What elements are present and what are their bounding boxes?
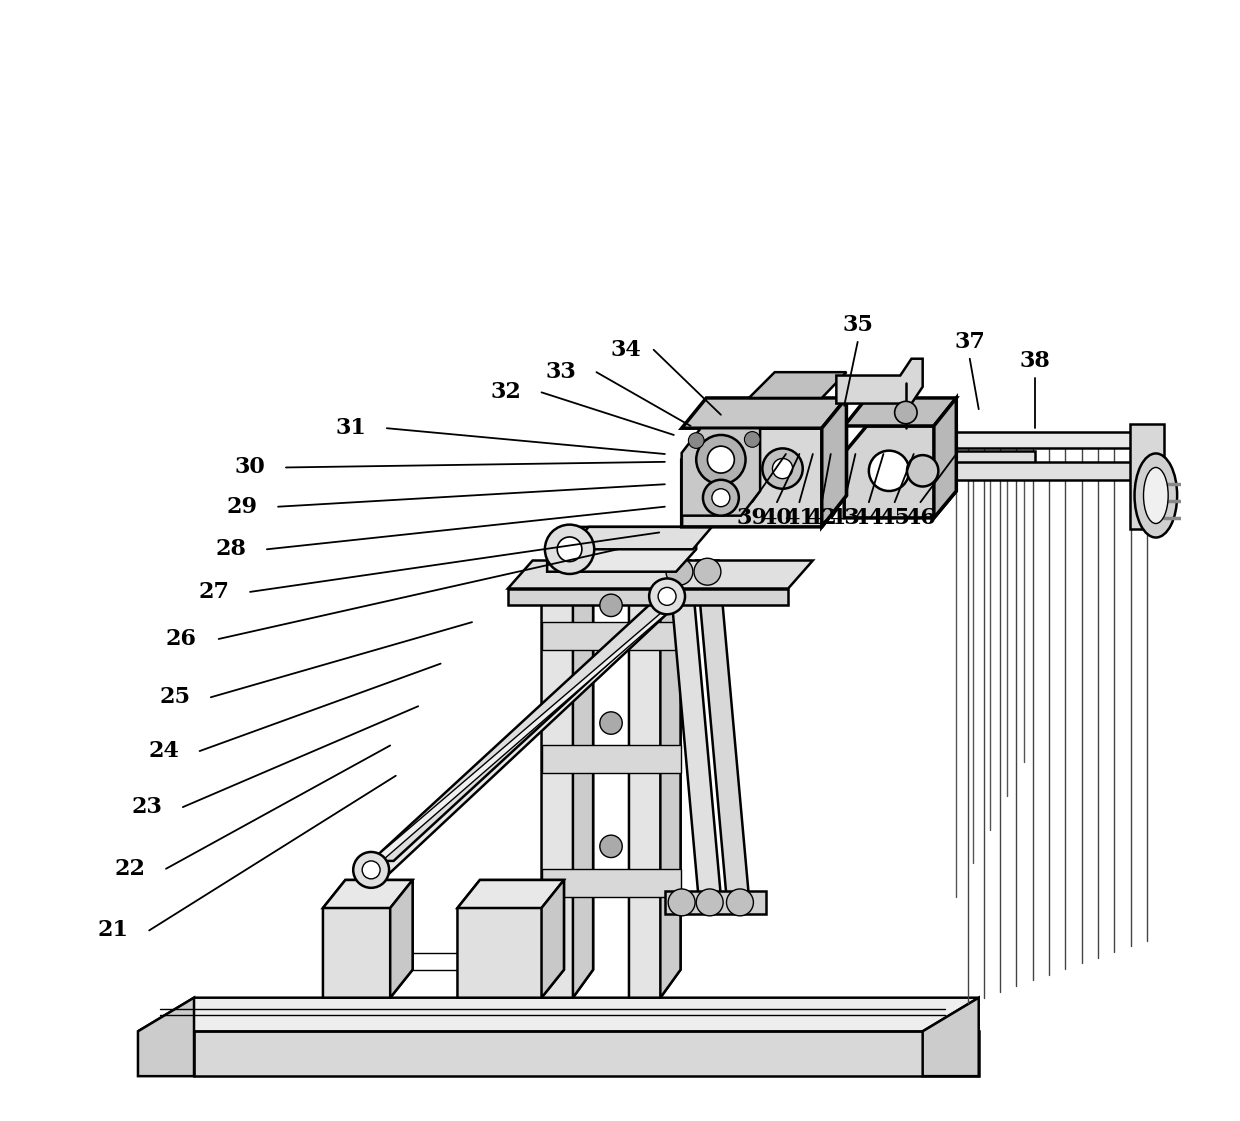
Circle shape <box>696 889 723 916</box>
Polygon shape <box>508 589 789 605</box>
Text: 41: 41 <box>784 507 815 529</box>
Circle shape <box>712 489 730 507</box>
Circle shape <box>906 455 939 487</box>
Circle shape <box>894 401 918 424</box>
Circle shape <box>869 451 909 491</box>
Text: 46: 46 <box>905 507 936 529</box>
Circle shape <box>668 889 696 916</box>
Polygon shape <box>749 372 847 398</box>
Polygon shape <box>508 560 812 589</box>
Text: 44: 44 <box>853 507 884 529</box>
Polygon shape <box>668 560 720 897</box>
Ellipse shape <box>1143 467 1168 524</box>
Polygon shape <box>138 998 978 1031</box>
Text: 29: 29 <box>227 495 258 518</box>
Polygon shape <box>956 462 1158 480</box>
Polygon shape <box>458 880 564 998</box>
Polygon shape <box>542 745 681 773</box>
Polygon shape <box>629 560 681 998</box>
Text: 23: 23 <box>131 796 162 818</box>
Polygon shape <box>836 359 923 404</box>
Text: 43: 43 <box>828 507 859 529</box>
Polygon shape <box>542 560 593 998</box>
Polygon shape <box>682 428 760 516</box>
Circle shape <box>703 480 739 516</box>
Text: 37: 37 <box>955 331 986 353</box>
Text: 25: 25 <box>160 686 191 708</box>
Polygon shape <box>193 1031 978 1076</box>
Ellipse shape <box>1135 453 1177 537</box>
Polygon shape <box>542 880 564 998</box>
Text: 42: 42 <box>806 507 837 529</box>
Polygon shape <box>360 605 676 880</box>
Polygon shape <box>956 451 1034 471</box>
Polygon shape <box>934 398 956 518</box>
Circle shape <box>650 578 684 614</box>
Polygon shape <box>322 880 413 908</box>
Polygon shape <box>682 398 847 428</box>
Polygon shape <box>458 880 564 908</box>
Text: 32: 32 <box>490 381 521 404</box>
Circle shape <box>353 852 389 888</box>
Circle shape <box>727 889 754 916</box>
Circle shape <box>600 712 622 734</box>
Polygon shape <box>682 428 847 527</box>
Text: 22: 22 <box>114 858 145 880</box>
Text: 27: 27 <box>198 581 229 603</box>
Circle shape <box>544 525 594 574</box>
Polygon shape <box>665 891 766 914</box>
Text: 31: 31 <box>336 417 366 439</box>
Text: 34: 34 <box>610 339 641 361</box>
Polygon shape <box>569 527 712 549</box>
Circle shape <box>688 433 704 448</box>
Polygon shape <box>542 622 681 650</box>
Text: 45: 45 <box>879 507 910 529</box>
Circle shape <box>666 558 693 585</box>
Polygon shape <box>661 560 681 998</box>
Text: 26: 26 <box>165 628 196 650</box>
Circle shape <box>557 537 582 562</box>
Circle shape <box>600 835 622 858</box>
Circle shape <box>763 448 802 489</box>
Circle shape <box>362 861 381 879</box>
Polygon shape <box>844 426 956 518</box>
Polygon shape <box>322 880 413 998</box>
Circle shape <box>744 432 760 447</box>
Polygon shape <box>822 398 847 527</box>
Circle shape <box>773 458 792 479</box>
Circle shape <box>708 446 734 473</box>
Polygon shape <box>391 880 413 998</box>
Text: 21: 21 <box>98 919 129 942</box>
Polygon shape <box>696 560 749 897</box>
Polygon shape <box>1130 424 1163 529</box>
Polygon shape <box>923 998 978 1076</box>
Circle shape <box>696 435 745 484</box>
Text: 33: 33 <box>546 361 575 383</box>
Text: 35: 35 <box>842 314 873 336</box>
Polygon shape <box>844 398 956 426</box>
Text: 39: 39 <box>737 507 768 529</box>
Text: 30: 30 <box>234 456 265 479</box>
Text: 24: 24 <box>149 740 180 762</box>
Circle shape <box>600 594 622 617</box>
Polygon shape <box>956 432 1158 448</box>
Text: 40: 40 <box>761 507 792 529</box>
Polygon shape <box>371 589 689 861</box>
Polygon shape <box>360 589 689 880</box>
Polygon shape <box>573 560 593 998</box>
Polygon shape <box>547 527 696 572</box>
Text: 38: 38 <box>1019 350 1050 372</box>
Polygon shape <box>542 869 681 897</box>
Circle shape <box>694 558 720 585</box>
Circle shape <box>658 587 676 605</box>
Polygon shape <box>138 998 193 1076</box>
Text: 28: 28 <box>216 538 247 560</box>
